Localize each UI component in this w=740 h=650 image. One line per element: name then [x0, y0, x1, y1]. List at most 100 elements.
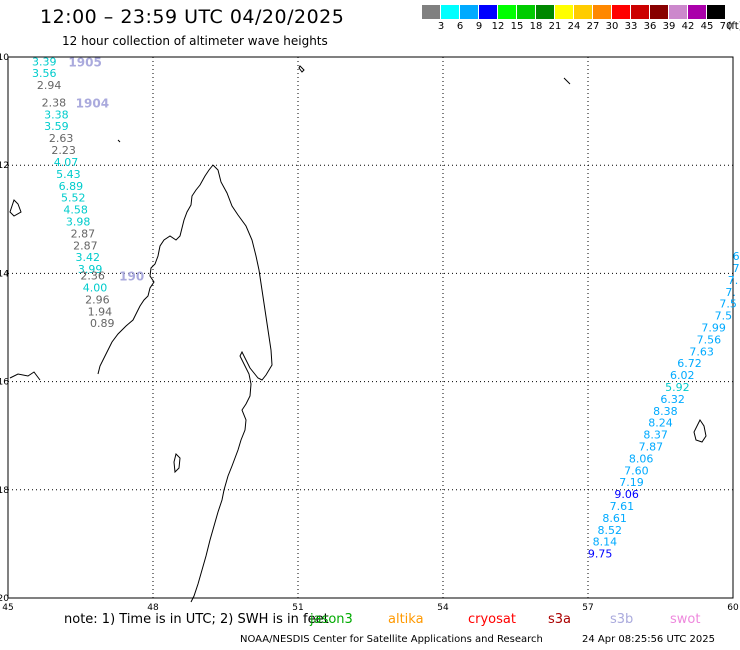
- legend-label: 21: [548, 21, 562, 32]
- legend-swatch: [688, 5, 706, 19]
- wave-height-value: 8.52: [598, 524, 623, 537]
- wave-height-value: 8.24: [648, 417, 673, 430]
- legend-label: 6: [456, 21, 464, 32]
- northern-islet: [298, 65, 305, 73]
- wave-height-value: 5.52: [61, 192, 86, 205]
- wave-height-value: 5.43: [56, 168, 81, 181]
- legend-label: 33: [624, 21, 638, 32]
- wave-height-value: 6.89: [59, 180, 84, 193]
- wave-height-value: 7.: [733, 262, 740, 275]
- legend-label: 18: [529, 21, 543, 32]
- lon-tick-label: 48: [147, 603, 159, 613]
- wave-height-value: 4.00: [83, 281, 108, 294]
- wave-height-value: 9.75: [588, 548, 613, 561]
- wave-height-value: 7.87: [639, 441, 664, 454]
- satellite-cryosat: cryosat: [468, 612, 516, 627]
- tromelin-islet: [563, 77, 571, 85]
- credit-footer: NOAA/NESDIS Center for Satellite Applica…: [240, 634, 543, 645]
- madagascar-west-coast: [97, 164, 214, 375]
- legend-label: 3: [437, 21, 445, 32]
- generation-timestamp: 24 Apr 08:25:56 UTC 2025: [582, 634, 715, 645]
- wave-height-value: 2.87: [73, 239, 98, 252]
- legend-label: 27: [586, 21, 600, 32]
- wave-height-value: 6.: [733, 250, 740, 263]
- legend-label: 24: [567, 21, 581, 32]
- wave-height-value: 3.59: [44, 120, 69, 133]
- wave-height-value: 9.06: [614, 488, 639, 501]
- wave-height-value: 3.56: [32, 67, 57, 80]
- wave-height-value: 8.14: [593, 536, 618, 549]
- note-text: note: 1) Time is in UTC; 2) SWH is in fe…: [64, 612, 329, 627]
- map-title: 12:00 – 23:59 UTC 04/20/2025: [40, 6, 345, 28]
- legend-swatch: [612, 5, 630, 19]
- satellite-s3a: s3a: [548, 612, 572, 627]
- legend-swatch: [422, 5, 440, 19]
- wave-height-value: 2.63: [49, 132, 74, 145]
- axis-ticks: 45 48 51 54 57 60 -10 -12 -14 -16 -18 -20: [0, 53, 739, 613]
- legend-swatch: [593, 5, 611, 19]
- legend-swatch: [669, 5, 687, 19]
- wave-height-value: 1.94: [88, 305, 113, 318]
- wave-height-value: 2.23: [51, 144, 76, 157]
- legend-swatch: [555, 5, 573, 19]
- lon-tick-label: 51: [292, 603, 303, 613]
- lat-tick-label: -10: [0, 53, 9, 63]
- wave-height-value: 7.5: [715, 310, 733, 323]
- legend-label: 42: [681, 21, 695, 32]
- legend-swatch: [631, 5, 649, 19]
- wave-height-value: 7.56: [697, 333, 722, 346]
- wave-height-value: 2.38: [42, 96, 67, 109]
- wave-height-value: 5.92: [665, 381, 690, 394]
- wave-height-value: 7.63: [689, 345, 714, 358]
- legend-label: 30: [605, 21, 619, 32]
- legend-swatch: [498, 5, 516, 19]
- wave-height-value: 7.61: [610, 500, 635, 513]
- legend-label: 12: [491, 21, 505, 32]
- legend-swatch: [536, 5, 554, 19]
- coastline: [9, 65, 707, 603]
- legend-swatch: [574, 5, 592, 19]
- wave-height-value: 7.: [725, 286, 736, 299]
- wave-height-value: 8.37: [643, 429, 668, 442]
- wave-height-value: 3.38: [44, 108, 69, 121]
- lon-tick-label: 60: [727, 603, 739, 613]
- satellite-swot: swot: [670, 612, 701, 627]
- lon-tick-label: 45: [2, 603, 13, 613]
- map-frame: [7, 56, 734, 599]
- lat-tick-label: -16: [0, 378, 9, 388]
- lat-lon-grid: [7, 56, 734, 599]
- wave-height-value: 6.32: [660, 393, 685, 406]
- wave-height-value: 7.60: [624, 464, 649, 477]
- legend-swatch: [650, 5, 668, 19]
- legend-swatch: [460, 5, 478, 19]
- wave-height-value: 8.06: [629, 452, 654, 465]
- satellite-s3b: s3b: [610, 612, 634, 627]
- wave-height-value: 7.99: [701, 322, 726, 335]
- wave-height-value: 7.: [728, 274, 739, 287]
- satellite-jason3: jason3: [310, 612, 353, 627]
- lon-tick-label: 54: [437, 603, 449, 613]
- lon-tick-label: 57: [582, 603, 593, 613]
- comoros-islands: [9, 199, 22, 217]
- wave-height-value: 3.99: [78, 263, 103, 276]
- wave-height-value: 4.58: [63, 204, 88, 217]
- wave-height-value: 0.89: [90, 317, 115, 330]
- lat-tick-label: -12: [0, 161, 9, 171]
- lat-tick-label: -18: [0, 486, 9, 496]
- wave-height-value: 2.87: [71, 227, 96, 240]
- wave-height-value: 8.61: [602, 512, 627, 525]
- pass-time-tag: 1905: [68, 55, 101, 69]
- legend-label: 45: [700, 21, 714, 32]
- time-tags: 1905 1904 190: [68, 55, 144, 283]
- legend-unit: (ft): [727, 21, 740, 32]
- legend-swatch: [441, 5, 459, 19]
- saint-marie-island: [173, 453, 181, 474]
- wave-height-tracks: 3.393.562.94 2.383.383.592.632.234.075.43…: [32, 55, 740, 560]
- wave-height-value: 3.98: [66, 215, 91, 228]
- wave-height-value: 6.02: [670, 369, 695, 382]
- wave-height-value: 2.36: [80, 270, 105, 283]
- legend-swatch: [517, 5, 535, 19]
- wave-height-value: 8.38: [653, 405, 678, 418]
- madagascar-coastline: [190, 164, 273, 603]
